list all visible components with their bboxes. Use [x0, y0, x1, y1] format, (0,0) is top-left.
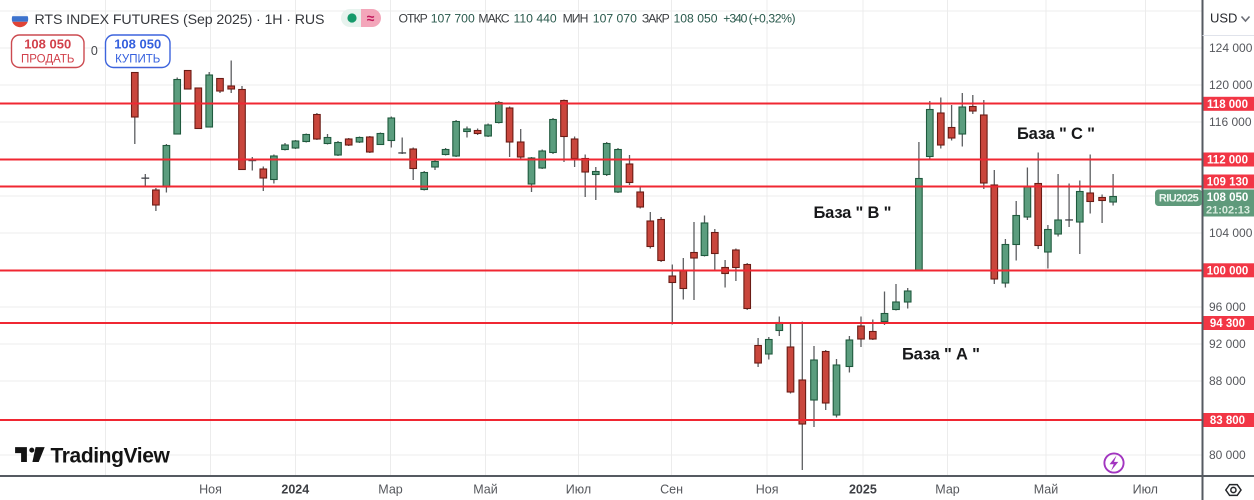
svg-text:100 000: 100 000: [1207, 266, 1249, 278]
svg-text:Июл: Июл: [1133, 483, 1158, 497]
svg-text:База " В ": База " В ": [814, 204, 892, 222]
svg-text:108 050: 108 050: [674, 12, 718, 26]
svg-text:Ноя: Ноя: [199, 483, 222, 497]
svg-text:ОТКР: ОТКР: [399, 12, 428, 26]
svg-text:120 000: 120 000: [1209, 78, 1253, 92]
svg-text:Июл: Июл: [566, 483, 591, 497]
svg-text:108 050: 108 050: [114, 37, 161, 52]
svg-text:107 700: 107 700: [431, 12, 475, 26]
svg-text:ПРОДАТЬ: ПРОДАТЬ: [21, 54, 75, 66]
svg-text:112 000: 112 000: [1207, 155, 1248, 167]
svg-text:96 000: 96 000: [1209, 300, 1246, 314]
svg-text:92 000: 92 000: [1209, 337, 1246, 351]
svg-text:108 050: 108 050: [24, 37, 71, 52]
svg-text:ЗАКР: ЗАКР: [642, 12, 670, 26]
svg-text:104 000: 104 000: [1209, 226, 1253, 240]
svg-text:80 000: 80 000: [1209, 448, 1246, 462]
svg-text:USD: USD: [1210, 11, 1237, 26]
svg-text:Май: Май: [1034, 483, 1059, 497]
svg-text:Мар: Мар: [935, 483, 960, 497]
svg-text:2024: 2024: [281, 483, 309, 497]
svg-text:83 800: 83 800: [1210, 415, 1245, 427]
svg-text:108 050: 108 050: [1207, 192, 1249, 204]
svg-text:124 000: 124 000: [1209, 41, 1253, 55]
svg-text:Май: Май: [473, 483, 498, 497]
svg-text:116 000: 116 000: [1209, 115, 1252, 129]
svg-text:МАКС: МАКС: [478, 12, 509, 26]
svg-text:107 070: 107 070: [593, 12, 637, 26]
svg-text:TradingView: TradingView: [51, 445, 171, 468]
svg-text:Мар: Мар: [378, 483, 403, 497]
svg-text:0: 0: [91, 44, 98, 58]
svg-text:94 300: 94 300: [1210, 318, 1245, 330]
svg-text:118 000: 118 000: [1207, 99, 1248, 111]
svg-text:(+0,32%): (+0,32%): [749, 12, 796, 26]
svg-text:RTS INDEX FUTURES (Sep 2025) ·: RTS INDEX FUTURES (Sep 2025) · 1H · RUS: [35, 12, 325, 28]
svg-text:КУПИТЬ: КУПИТЬ: [115, 54, 160, 66]
svg-text:Сен: Сен: [660, 483, 683, 497]
svg-text:База " А ": База " А ": [902, 346, 980, 364]
svg-text:МИН: МИН: [563, 12, 588, 26]
svg-text:109 130: 109 130: [1207, 177, 1249, 189]
svg-text:RIU2025: RIU2025: [1159, 193, 1199, 205]
svg-text:110 440: 110 440: [514, 12, 557, 26]
svg-text:88 000: 88 000: [1209, 374, 1246, 388]
svg-text:Ноя: Ноя: [756, 483, 779, 497]
svg-text:База " С ": База " С ": [1017, 125, 1095, 143]
svg-text:+340: +340: [723, 12, 747, 26]
svg-text:21:02:13: 21:02:13: [1206, 205, 1250, 217]
svg-text:2025: 2025: [849, 483, 877, 497]
svg-text:≈: ≈: [367, 10, 375, 26]
